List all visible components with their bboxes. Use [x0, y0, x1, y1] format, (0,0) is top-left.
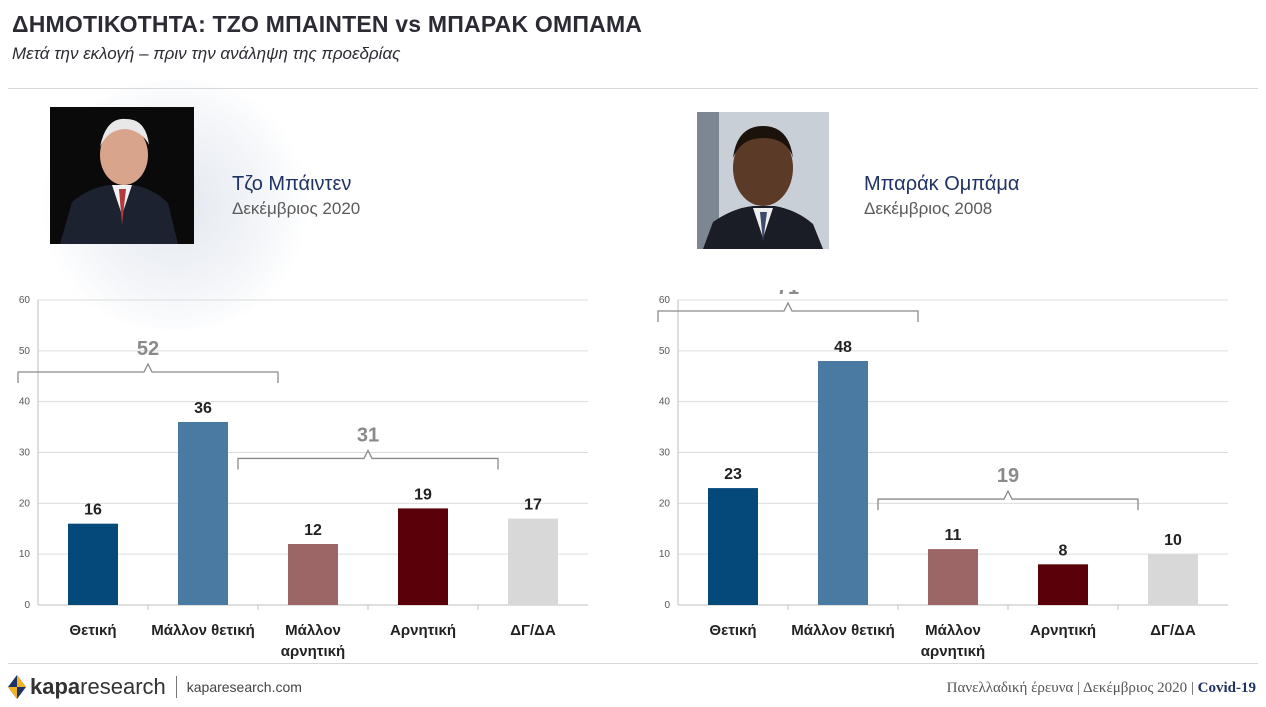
- group-bracket: [877, 489, 1139, 511]
- bar-value-label: 16: [84, 502, 102, 519]
- bar: [288, 544, 338, 605]
- biden-portrait: [50, 107, 194, 244]
- y-tick-label: 60: [19, 295, 31, 306]
- header-divider: [8, 88, 1258, 89]
- kapa-research-logo: kaparesearch kaparesearch.com: [8, 673, 302, 701]
- survey-topic: Covid-19: [1197, 680, 1256, 696]
- x-category-label: αρνητική: [281, 643, 345, 660]
- page-subtitle: Μετά την εκλογή – πριν την ανάληψη της π…: [12, 44, 401, 63]
- x-category-label: Μάλλον: [285, 622, 341, 639]
- bar-value-label: 19: [414, 486, 432, 503]
- bar: [508, 518, 558, 605]
- right-person-name: Μπαράκ Ομπάμα: [864, 173, 1020, 195]
- y-tick-label: 50: [19, 346, 31, 357]
- bar: [708, 488, 758, 605]
- obama-popularity-chart: 0 10 20 30 40 50 60 23 Θετική 48 Μάλλον θετική 11 Μά…: [657, 290, 1228, 660]
- x-category-label: ΔΓ/ΔΑ: [510, 622, 556, 639]
- bar: [928, 549, 978, 605]
- survey-label: Πανελλαδική έρευνα: [946, 680, 1074, 696]
- x-category-label: Θετική: [69, 622, 116, 639]
- y-tick-label: 30: [19, 448, 31, 459]
- bar-value-label: 10: [1164, 532, 1182, 549]
- group-bracket: [17, 362, 279, 383]
- group-total-label: 19: [997, 465, 1019, 487]
- x-category-label: Μάλλον θετική: [151, 622, 255, 639]
- footer-survey-info: Πανελλαδική έρευνα | Δεκέμβριος 2020 | C…: [946, 680, 1256, 696]
- x-category-label: ΔΓ/ΔΑ: [1150, 622, 1196, 639]
- group-total-label: 31: [357, 424, 379, 446]
- bar: [1148, 554, 1198, 605]
- biden-popularity-chart: 0 10 20 30 40 50 60 16 Θετική 36 Μάλλον θετική 12 Μά…: [17, 295, 588, 660]
- group-total-label: 52: [137, 338, 159, 360]
- x-category-label: Αρνητική: [1030, 622, 1096, 639]
- obama-portrait: [697, 112, 829, 249]
- y-tick-label: 20: [19, 498, 31, 509]
- brand-name: kaparesearch: [30, 674, 166, 699]
- y-tick-label: 30: [659, 448, 671, 459]
- page-title: ΔΗΜΟΤΙΚΟΤΗΤΑ: ΤΖΟ ΜΠΑΙΝΤΕΝ vs ΜΠΑΡΑΚ ΟΜΠ…: [12, 11, 643, 37]
- bar: [1038, 564, 1088, 605]
- y-tick-label: 0: [664, 600, 670, 611]
- kapa-logo-icon: [8, 675, 26, 699]
- left-person-name: Τζο Μπάιντεν: [232, 173, 352, 195]
- bar-value-label: 36: [194, 400, 212, 417]
- y-tick-label: 10: [659, 549, 671, 560]
- group-bracket: [237, 448, 499, 470]
- y-tick-label: 10: [19, 549, 31, 560]
- x-category-label: Θετική: [709, 622, 756, 639]
- y-tick-label: 20: [659, 498, 671, 509]
- bar: [68, 523, 118, 605]
- bar: [178, 422, 228, 605]
- bar: [818, 361, 868, 605]
- y-tick-label: 40: [19, 397, 31, 408]
- y-tick-label: 60: [659, 295, 671, 306]
- y-tick-label: 50: [659, 346, 671, 357]
- logo-separator: [175, 676, 177, 698]
- right-person-date: Δεκέμβριος 2008: [864, 199, 993, 218]
- bar: [398, 508, 448, 605]
- y-tick-label: 40: [659, 397, 671, 408]
- x-category-label: Μάλλον θετική: [791, 622, 895, 639]
- bar-value-label: 23: [724, 466, 742, 483]
- x-category-label: αρνητική: [921, 643, 985, 660]
- group-total-label: 71: [777, 290, 799, 299]
- footer-divider: [8, 663, 1258, 664]
- left-person-date: Δεκέμβριος 2020: [232, 199, 361, 218]
- bar-value-label: 17: [524, 497, 542, 514]
- bar-value-label: 11: [945, 527, 962, 544]
- website-url[interactable]: kaparesearch.com: [186, 679, 302, 695]
- y-tick-label: 0: [24, 600, 30, 611]
- survey-date: Δεκέμβριος 2020: [1082, 680, 1188, 696]
- group-bracket: [657, 301, 919, 322]
- x-category-label: Μάλλον: [925, 622, 981, 639]
- x-category-label: Αρνητική: [390, 622, 456, 639]
- bar-value-label: 8: [1059, 542, 1068, 559]
- bar-value-label: 48: [834, 339, 852, 356]
- bar-value-label: 12: [304, 522, 322, 539]
